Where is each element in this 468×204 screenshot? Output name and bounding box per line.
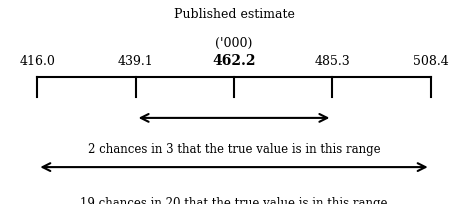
Text: 2 chances in 3 that the true value is in this range: 2 chances in 3 that the true value is in… xyxy=(88,143,380,156)
Text: 508.4: 508.4 xyxy=(413,54,448,67)
Text: 485.3: 485.3 xyxy=(314,54,350,67)
Text: 462.2: 462.2 xyxy=(212,53,256,67)
Text: 416.0: 416.0 xyxy=(20,54,55,67)
Text: Published estimate: Published estimate xyxy=(174,8,294,21)
Text: 439.1: 439.1 xyxy=(118,54,154,67)
Text: 19 chances in 20 that the true value is in this range: 19 chances in 20 that the true value is … xyxy=(80,196,388,204)
Text: ('000): ('000) xyxy=(215,37,253,50)
